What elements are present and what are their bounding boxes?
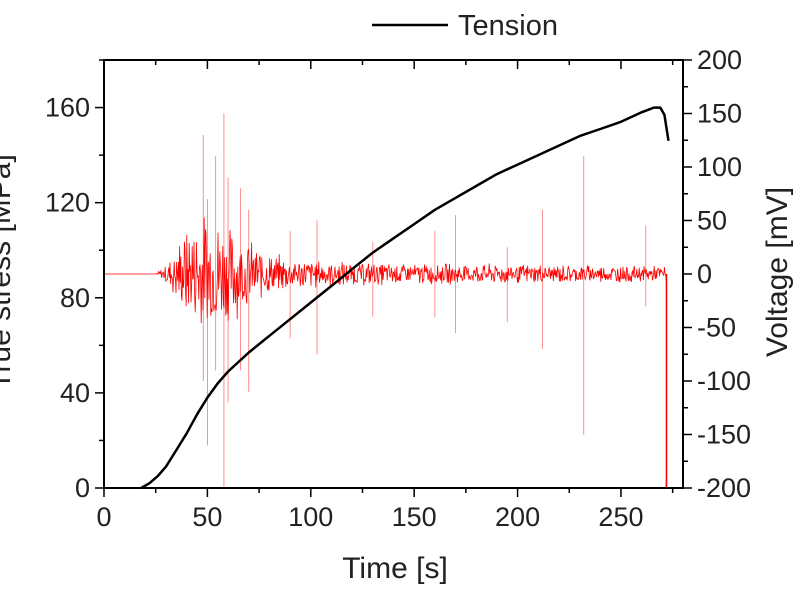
legend: Tension [372, 10, 558, 42]
y-right-tick-label: 0 [697, 259, 712, 289]
y-axis-title-left: True stress [MPa] [0, 154, 17, 390]
y-right-tick-label: 150 [697, 99, 742, 129]
voltage-trace [104, 217, 667, 324]
y-right-tick-label: 200 [697, 45, 742, 75]
tension-series [140, 106, 670, 490]
y-right-tick-label: 100 [697, 152, 742, 182]
y-right-tick-label: -100 [697, 366, 751, 396]
y-right-tick-label: -150 [697, 420, 751, 450]
x-tick-label: 0 [96, 502, 111, 532]
x-tick-label: 250 [598, 502, 643, 532]
x-tick-label: 100 [288, 502, 333, 532]
tension-line [140, 106, 670, 490]
y-left-tick-label: 120 [45, 188, 90, 218]
axis-ticks [95, 59, 692, 497]
legend-label-tension: Tension [458, 10, 558, 42]
acoustic-emission-signal [104, 113, 668, 488]
y-right-tick-label: -50 [697, 313, 736, 343]
y-axis-title-right: Voltage [mV] [761, 187, 794, 357]
x-tick-label: 200 [495, 502, 540, 532]
y-left-tick-label: 80 [60, 283, 90, 313]
tick-labels: 0 50 100 150 200 250 0 40 80 120 160 200 150 100 50 0 -5… [45, 45, 751, 532]
y-right-tick-label: -200 [697, 473, 751, 503]
x-tick-label: 150 [392, 502, 437, 532]
x-axis-title: Time [s] [342, 552, 448, 585]
y-left-tick-label: 40 [60, 378, 90, 408]
y-left-tick-label: 0 [75, 473, 90, 503]
y-left-tick-label: 160 [45, 93, 90, 123]
x-tick-label: 50 [192, 502, 222, 532]
y-right-tick-label: 50 [697, 206, 727, 236]
